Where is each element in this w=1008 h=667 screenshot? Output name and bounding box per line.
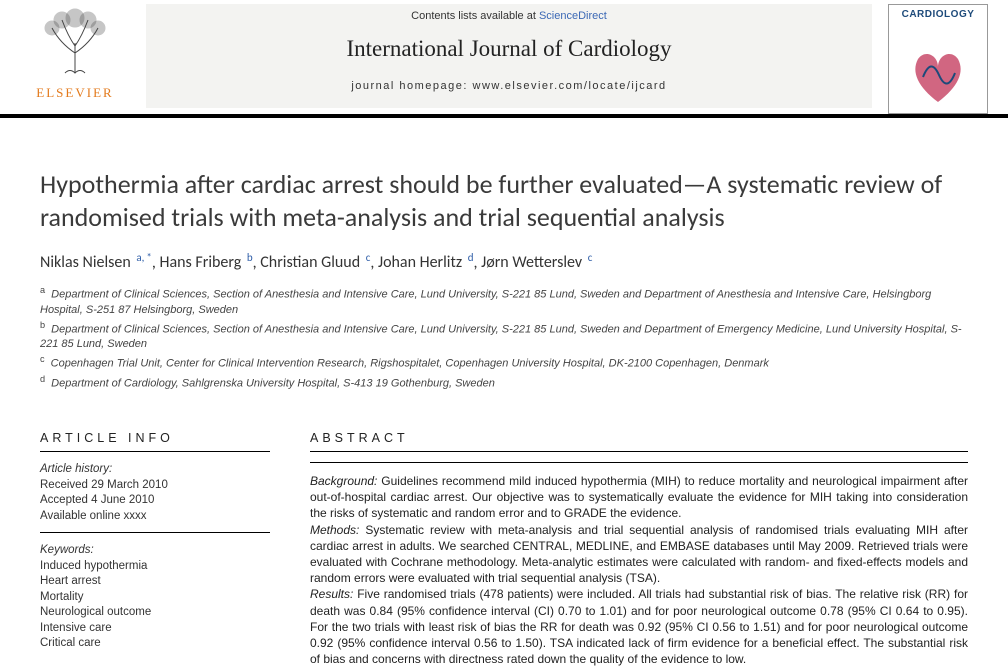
author-line: Niklas Nielsen a,*, Hans Friberg b, Chri… [40, 251, 968, 272]
homepage-prefix: journal homepage: [351, 80, 472, 92]
author-affil-marker: c [366, 251, 371, 264]
keyword: Intensive care [40, 621, 270, 637]
author: Niklas Nielsen a,* [40, 253, 152, 272]
affiliation-marker: c [40, 354, 45, 364]
contents-prefix: Contents lists available at [411, 10, 539, 22]
methods-text: Systematic review with meta-analysis and… [310, 523, 968, 586]
article-info-heading: ARTICLE INFO [40, 431, 270, 452]
accepted-date: Accepted 4 June 2010 [40, 493, 270, 509]
keyword: Neurological outcome [40, 605, 270, 621]
sciencedirect-link[interactable]: ScienceDirect [539, 10, 607, 22]
journal-header: ELSEVIER Contents lists available at Sci… [0, 0, 1008, 118]
abstract-column: ABSTRACT Background: Guidelines recommen… [310, 431, 968, 667]
cover-art-icon [903, 47, 973, 107]
affiliation-marker: b [40, 320, 45, 330]
article-info-column: ARTICLE INFO Article history: Received 2… [40, 431, 270, 667]
keyword: Mortality [40, 590, 270, 606]
affiliation-line: b Department of Clinical Sciences, Secti… [40, 319, 968, 352]
affiliation-marker: a [40, 285, 45, 295]
author: Hans Friberg b [159, 253, 252, 272]
keyword: Induced hypothermia [40, 559, 270, 575]
contents-available-line: Contents lists available at ScienceDirec… [156, 10, 862, 22]
history-label: Article history: [40, 462, 270, 478]
background-text: Guidelines recommend mild induced hypoth… [310, 474, 968, 520]
author: Johan Herlitz d [378, 253, 474, 272]
article-history-block: Article history: Received 29 March 2010 … [40, 462, 270, 533]
received-date: Received 29 March 2010 [40, 478, 270, 494]
keywords-label: Keywords: [40, 543, 270, 559]
journal-title: International Journal of Cardiology [156, 36, 862, 62]
methods-label: Methods: [310, 523, 359, 537]
publisher-logo-block: ELSEVIER [20, 4, 130, 101]
affiliations-block: a Department of Clinical Sciences, Secti… [40, 284, 968, 391]
abstract-text: Background: Guidelines recommend mild in… [310, 462, 968, 667]
keyword: Heart arrest [40, 574, 270, 590]
author: Jørn Wetterslev c [481, 253, 592, 272]
affiliation-line: a Department of Clinical Sciences, Secti… [40, 284, 968, 317]
journal-cover-thumbnail: CARDIOLOGY [888, 4, 988, 114]
elsevier-tree-icon [30, 8, 120, 78]
publisher-name: ELSEVIER [20, 85, 130, 101]
affiliation-line: c Copenhagen Trial Unit, Center for Clin… [40, 353, 968, 372]
author-affil-marker: a, [136, 251, 144, 264]
keyword: Critical care [40, 636, 270, 652]
author: Christian Gluud c [260, 253, 370, 272]
journal-homepage-line: journal homepage: www.elsevier.com/locat… [156, 80, 862, 92]
affiliation-line: d Department of Cardiology, Sahlgrenska … [40, 373, 968, 392]
abstract-heading: ABSTRACT [310, 431, 968, 452]
results-text: Five randomised trials (478 patients) we… [310, 587, 968, 666]
results-label: Results: [310, 587, 353, 601]
article-title: Hypothermia after cardiac arrest should … [40, 168, 968, 233]
background-label: Background: [310, 474, 377, 488]
author-affil-marker: b [247, 251, 253, 264]
corresponding-author-marker: * [146, 251, 151, 264]
online-date: Available online xxxx [40, 509, 270, 525]
author-affil-marker: c [588, 251, 593, 264]
keywords-block: Keywords: Induced hypothermiaHeart arres… [40, 543, 270, 652]
affiliation-marker: d [40, 374, 45, 384]
cover-label: CARDIOLOGY [893, 9, 983, 20]
homepage-url[interactable]: www.elsevier.com/locate/ijcard [473, 80, 667, 92]
author-affil-marker: d [468, 251, 474, 264]
banner: Contents lists available at ScienceDirec… [146, 4, 872, 108]
